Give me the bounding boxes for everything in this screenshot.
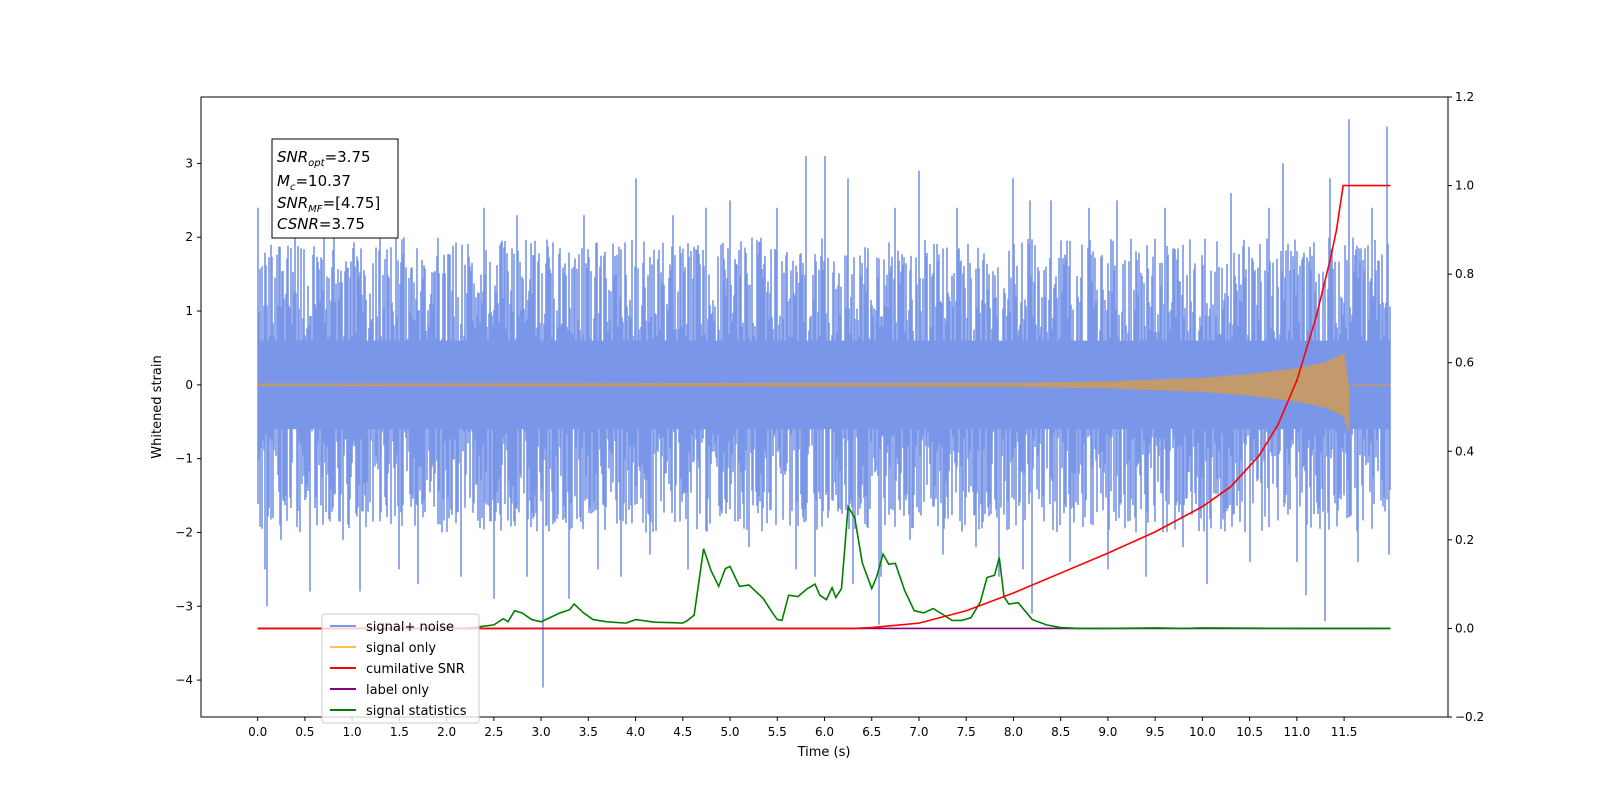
y-left-tick-label: −4 [175,673,193,687]
x-tick-label: 3.0 [532,725,551,739]
x-tick-label: 1.5 [390,725,409,739]
x-tick-label: 5.0 [720,725,739,739]
info-csnr: CSNR=3.75 [277,215,365,233]
y-right-tick-label: −0.2 [1455,710,1484,724]
x-tick-label: 9.0 [1098,725,1117,739]
x-tick-label: 7.0 [909,725,928,739]
x-tick-label: 10.0 [1189,725,1216,739]
y-left-tick-label: 2 [185,230,193,244]
series-cumulative-snr [257,184,1391,630]
x-tick-label: 2.5 [484,725,503,739]
legend-label-signal-statistics: signal statistics [366,704,467,719]
x-tick-label: 11.5 [1331,725,1358,739]
y-left-tick-label: 3 [185,156,193,170]
y-right-tick-label: 0.8 [1455,267,1474,281]
legend-label-signal-noise: signal+ noise [366,620,454,635]
y-right-tick-label: 0.4 [1455,444,1474,458]
x-tick-label: 5.5 [768,725,787,739]
x-tick-label: 11.0 [1283,725,1310,739]
x-tick-label: 7.5 [957,725,976,739]
y-axis-label: Whitened strain [150,355,165,458]
x-tick-label: 10.5 [1236,725,1263,739]
series-signal-noise [257,119,1391,688]
y-left-tick-label: −3 [175,599,193,613]
series-signal-only [257,353,1350,431]
legend: signal+ noise signal only cumilative SNR… [321,613,480,724]
y-right-tick-label: 1.0 [1455,179,1474,193]
legend-label-label-only: label only [366,683,429,698]
axes: 0.0 0.5 1.0 1.5 2.0 2.5 3.0 3.5 4.0 4.5 5.0 5.5 6.0 6… [175,90,1484,739]
x-axis-label: Time (s) [797,745,851,760]
x-tick-label: 3.5 [579,725,598,739]
x-tick-label: 9.5 [1146,725,1165,739]
x-tick-label: 8.0 [1004,725,1023,739]
x-tick-label: 0.5 [295,725,314,739]
x-tick-label: 0.0 [248,725,267,739]
y-right-tick-label: 0.2 [1455,533,1474,547]
y-right-tick-label: 1.2 [1455,90,1474,104]
x-tick-label: 2.0 [437,725,456,739]
info-snr-opt: SNRopt=3.75 [277,148,371,169]
y-left-tick-label: 1 [185,304,193,318]
legend-frame [321,613,480,724]
x-tick-label: 8.5 [1051,725,1070,739]
y-left-tick-label: −2 [175,525,193,539]
legend-label-cumulative-snr: cumilative SNR [366,662,465,677]
info-box: SNRopt=3.75 Mc=10.37 SNRMF=[4.75] CSNR=3… [271,138,399,239]
info-snr-mf: SNRMF=[4.75] [277,194,380,215]
y-left-tick-label: 0 [185,378,193,392]
y-right-tick-label: 0.0 [1455,621,1474,635]
series-signal-statistics [257,504,1391,630]
x-tick-label: 6.0 [815,725,834,739]
y-left-tick-label: −1 [175,452,193,466]
plot-area [257,119,1391,688]
x-tick-label: 1.0 [343,725,362,739]
info-mc: Mc=10.37 [277,172,351,193]
y-right-tick-label: 0.6 [1455,356,1474,370]
x-tick-label: 4.0 [626,725,645,739]
legend-label-signal-only: signal only [366,641,436,656]
x-tick-label: 4.5 [673,725,692,739]
x-tick-label: 6.5 [862,725,881,739]
